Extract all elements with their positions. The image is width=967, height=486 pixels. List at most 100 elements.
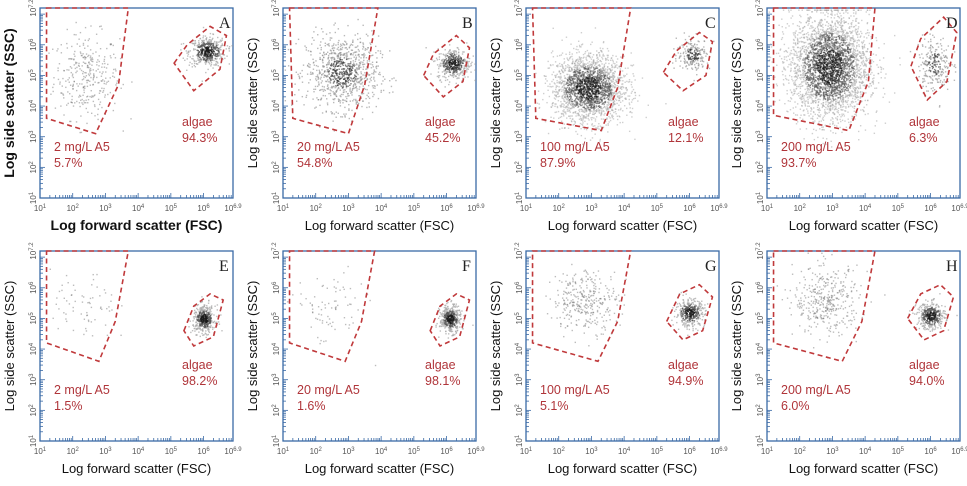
event-dot [294,83,296,85]
event-dot [107,63,109,66]
event-dot [562,112,564,115]
event-dot [335,90,338,92]
event-dot [593,113,596,116]
event-dot [105,71,107,73]
event-dot [691,60,694,62]
event-dot [610,94,612,96]
event-dot [336,62,338,64]
event-dot [697,59,699,62]
event-dot [222,58,224,60]
event-dot [560,77,562,79]
event-dot [186,58,188,60]
event-dot [198,43,200,46]
event-dot [349,88,351,91]
event-dot [679,55,681,57]
event-dot [231,45,233,47]
event-dot [604,94,606,96]
event-dot [360,61,362,63]
event-dot [604,57,607,60]
event-dot [335,72,337,75]
event-dot [588,79,591,81]
event-dot [572,60,574,62]
event-dot [622,121,624,124]
event-dot [338,100,340,102]
event-dot [557,99,560,102]
event-dot [595,86,597,89]
event-dot [85,99,87,101]
event-dot [329,49,332,51]
event-dot [343,34,346,37]
event-dot [321,85,324,88]
event-dot [698,47,700,50]
event-dot [335,111,337,113]
event-dot [570,75,572,78]
event-dot [97,59,99,61]
event-dot [610,96,612,98]
event-dot [688,64,690,66]
event-dot [193,62,196,65]
event-dot [616,96,619,98]
event-dot [470,64,473,67]
event-dot [334,53,337,55]
event-dot [213,50,215,53]
event-dot [630,64,632,67]
event-dot [216,61,219,63]
event-dot [359,62,361,64]
event-dot [451,68,453,70]
event-dot [453,63,456,66]
event-dot [695,48,697,50]
event-dot [582,86,584,88]
event-dot [326,98,328,100]
event-dot [582,110,584,113]
event-dot [442,53,444,55]
event-dot [578,89,580,92]
event-dot [575,85,578,88]
event-dot [197,55,199,57]
event-dot [377,65,379,67]
event-dot [696,46,699,49]
event-dot [448,83,450,86]
event-dot [316,85,319,88]
event-dot [608,92,610,94]
event-dot [567,70,570,72]
event-dot [202,48,204,50]
event-dot [569,74,571,76]
event-dot [570,82,572,84]
event-dot [451,55,454,57]
event-dot [352,62,355,64]
event-dot [93,76,95,78]
event-dot [582,60,584,62]
event-dot [196,54,199,56]
event-dot [337,98,340,100]
event-dot [447,62,449,64]
event-dot [318,84,320,86]
event-dot [591,41,593,43]
event-dot [360,57,362,59]
event-dot [465,69,468,71]
event-dot [327,63,329,66]
event-dot [453,66,455,68]
event-dot [580,61,582,63]
event-dot [601,90,603,92]
event-dot [374,87,376,89]
event-dot [196,44,198,47]
event-dot [616,115,618,117]
event-dot [74,67,77,70]
event-dot [354,70,356,72]
event-dot [323,56,325,59]
event-dot [600,50,603,52]
event-dot [590,84,593,86]
event-dot [79,131,81,134]
event-dot [372,87,375,89]
x-tick-label: 101 [520,204,533,213]
event-dot [458,60,460,63]
event-dot [581,114,583,116]
event-dot [563,89,565,91]
event-dot [457,63,460,65]
event-dot [625,92,627,94]
event-dot [547,89,549,92]
event-dot [322,66,324,68]
axis-tick-marks [525,13,718,199]
event-dot [574,122,576,124]
event-dot [346,97,348,100]
